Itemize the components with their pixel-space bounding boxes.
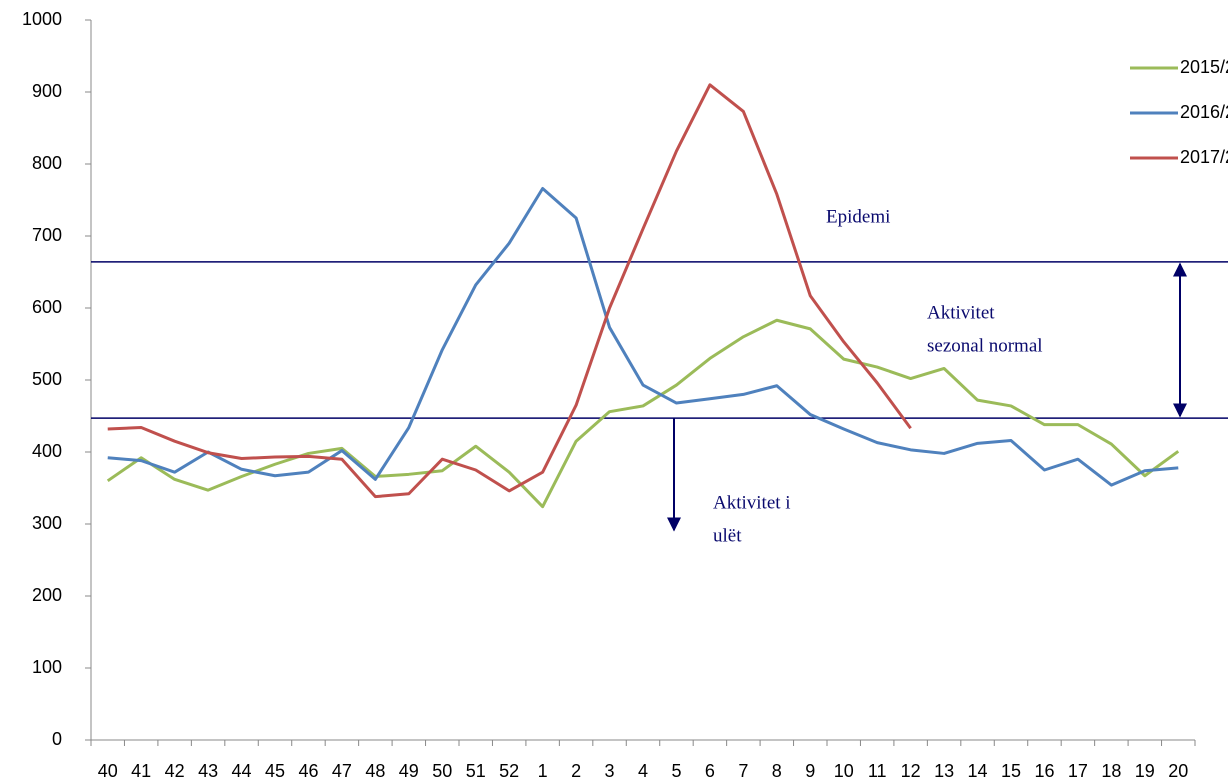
legend-label: 2015/2016	[1180, 57, 1228, 77]
x-tick-label: 17	[1068, 761, 1088, 781]
x-tick-label: 40	[98, 761, 118, 781]
x-tick-label: 13	[934, 761, 954, 781]
series-line	[106, 318, 1180, 509]
x-tick-label: 5	[671, 761, 681, 781]
x-tick-label: 48	[365, 761, 385, 781]
y-tick-label: 900	[32, 81, 62, 101]
x-tick-label: 3	[605, 761, 615, 781]
series-line	[107, 83, 912, 499]
x-tick-label: 4	[638, 761, 648, 781]
y-tick-label: 500	[32, 369, 62, 389]
x-tick-label: 46	[298, 761, 318, 781]
x-tick-label: 11	[868, 761, 887, 781]
legend-label: 2016/2017	[1180, 102, 1228, 122]
x-tick-label: 8	[772, 761, 782, 781]
x-tick-label: 1	[538, 761, 548, 781]
annotation: Aktivitet i	[713, 493, 791, 514]
y-tick-label: 800	[32, 153, 62, 173]
x-tick-label: 14	[968, 761, 988, 781]
x-tick-label: 52	[499, 761, 519, 781]
x-tick-label: 7	[738, 761, 748, 781]
y-tick-label: 700	[32, 225, 62, 245]
annotation: Aktivitet	[927, 302, 995, 323]
x-tick-label: 2	[571, 761, 581, 781]
x-tick-label: 44	[232, 761, 252, 781]
x-tick-label: 41	[131, 761, 151, 781]
x-tick-label: 18	[1101, 761, 1121, 781]
x-tick-label: 51	[466, 761, 486, 781]
x-tick-label: 50	[432, 761, 452, 781]
x-tick-label: 43	[198, 761, 218, 781]
x-tick-label: 45	[265, 761, 285, 781]
x-tick-label: 6	[705, 761, 715, 781]
x-tick-label: 47	[332, 761, 352, 781]
annotation: Epidemi	[826, 206, 890, 227]
x-tick-label: 20	[1168, 761, 1188, 781]
annotation: ulët	[713, 526, 742, 547]
x-tick-label: 9	[805, 761, 815, 781]
y-tick-label: 600	[32, 297, 62, 317]
y-tick-label: 400	[32, 441, 62, 461]
y-tick-label: 1000	[22, 9, 62, 29]
y-tick-label: 0	[52, 729, 62, 749]
x-tick-label: 15	[1001, 761, 1021, 781]
y-tick-label: 200	[32, 585, 62, 605]
x-tick-label: 12	[901, 761, 921, 781]
x-tick-label: 19	[1135, 761, 1155, 781]
annotation: sezonal normal	[927, 335, 1043, 356]
x-tick-label: 42	[165, 761, 185, 781]
y-tick-label: 100	[32, 657, 62, 677]
y-tick-label: 300	[32, 513, 62, 533]
series-line	[107, 186, 1179, 487]
x-tick-label: 49	[399, 761, 419, 781]
x-tick-label: 10	[834, 761, 854, 781]
x-tick-label: 16	[1034, 761, 1054, 781]
legend-label: 2017/2018	[1180, 147, 1228, 167]
